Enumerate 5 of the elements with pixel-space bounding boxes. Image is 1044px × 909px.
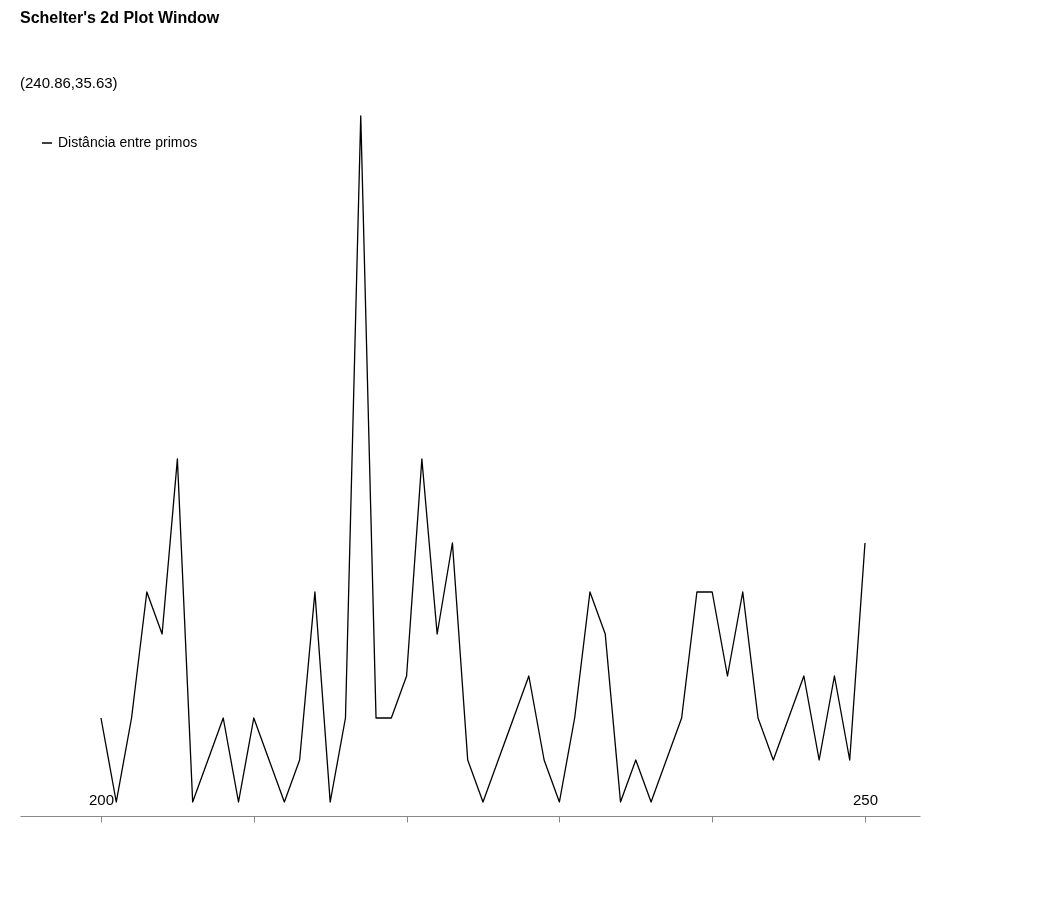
text: (240.86,35.63) [20,74,118,91]
x-tick-label: 200 [88,790,114,808]
legend-label: Distância entre primos [58,134,198,150]
chart-title: Schelter's 2d Plot Window [20,9,220,26]
x-tick-label: 250 [852,790,879,808]
